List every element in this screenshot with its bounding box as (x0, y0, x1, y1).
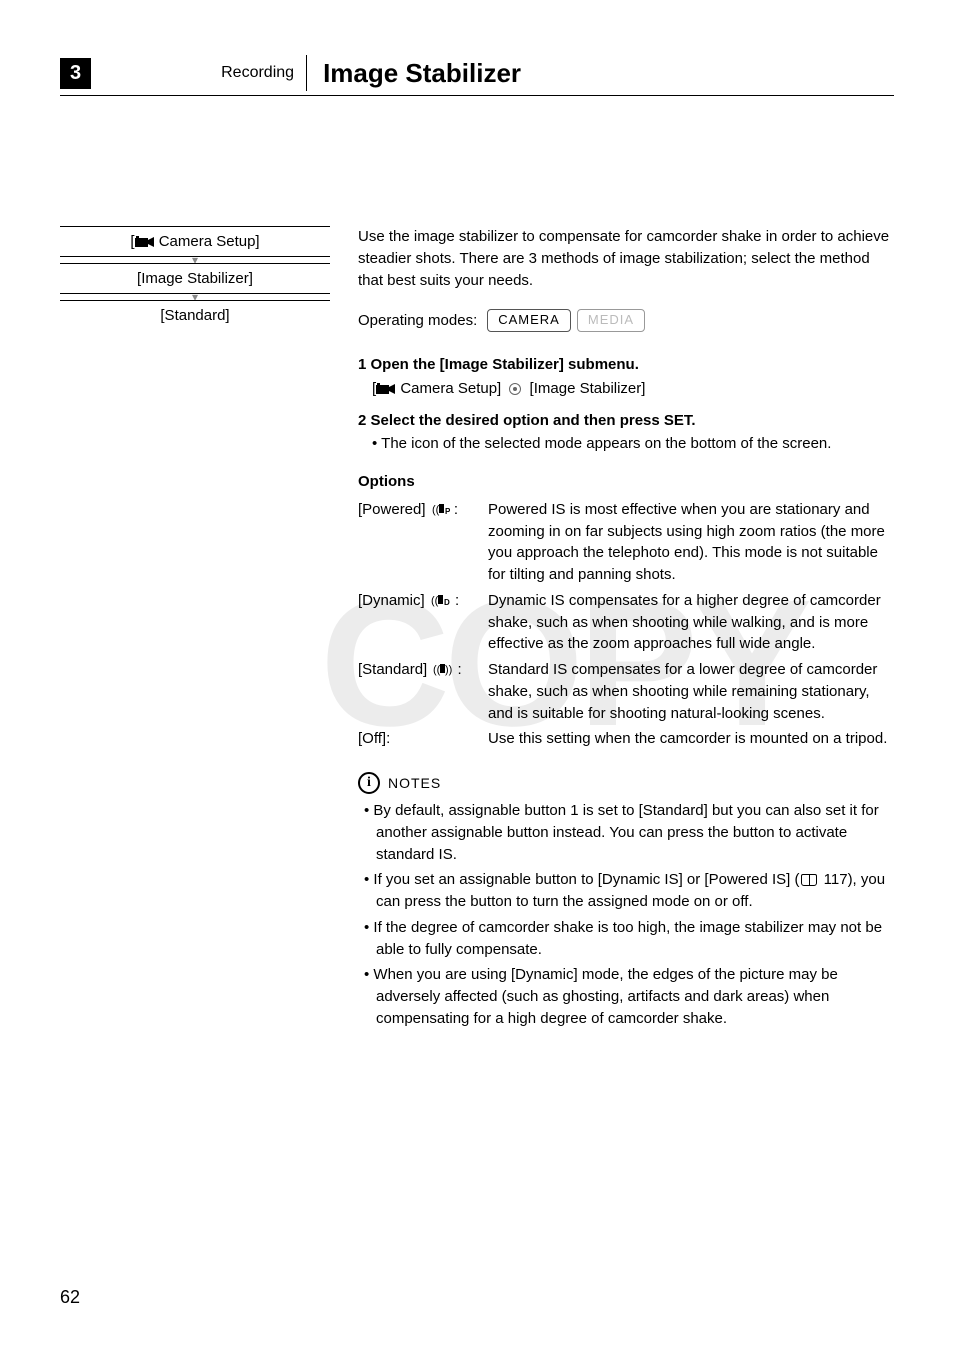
option-label-off: [Off]: (358, 728, 488, 750)
option-label-powered: [Powered] ((P : (358, 499, 488, 521)
option-desc: Powered IS is most effective when you ar… (488, 499, 894, 586)
page: 3 Recording Image Stabilizer [ Camera Se… (0, 0, 954, 1348)
page-number: 62 (60, 1287, 80, 1308)
notes-label: NOTES (388, 773, 441, 793)
step-1-sub: [ Camera Setup] [Image Stabilizer] (358, 378, 894, 400)
breadcrumb-item: [Image Stabilizer] (60, 263, 330, 294)
option-desc: Use this setting when the camcorder is m… (488, 728, 894, 750)
note-item: If the degree of camcorder shake is too … (358, 917, 894, 961)
option-label-text: [Powered] (358, 501, 426, 518)
option-label-text: [Standard] (358, 661, 427, 678)
option-desc: Dynamic IS compensates for a higher degr… (488, 590, 894, 655)
substep-suffix: [Image Stabilizer] (525, 380, 645, 397)
book-icon (801, 874, 817, 886)
breadcrumb-label: [Image Stabilizer] (137, 270, 253, 287)
option-row: [Standard] (()) : Standard IS compensate… (358, 659, 894, 724)
note-item: When you are using [Dynamic] mode, the e… (358, 964, 894, 1029)
breadcrumb-item: [ Camera Setup] (60, 226, 330, 257)
option-desc: Standard IS compensates for a lower degr… (488, 659, 894, 724)
svg-text:)): )) (445, 664, 452, 676)
step-1: 1 Open the [Image Stabilizer] submenu. (358, 354, 894, 376)
page-header: 3 Recording Image Stabilizer (60, 55, 894, 96)
breadcrumb-label: Camera Setup] (159, 233, 260, 250)
page-title: Image Stabilizer (323, 58, 521, 89)
note-item: If you set an assignable button to [Dyna… (358, 869, 894, 913)
svg-text:P: P (445, 507, 450, 516)
substep-mid: Camera Setup] (396, 380, 505, 397)
mode-badge-camera: CAMERA (487, 309, 571, 332)
step-2-sub: The icon of the selected mode appears on… (358, 433, 894, 455)
option-row: [Dynamic] ((D : Dynamic IS compensates f… (358, 590, 894, 655)
operating-modes-label: Operating modes: (358, 310, 477, 332)
breadcrumb: [ Camera Setup] ▾ [Image Stabilizer] ▾ [… (60, 226, 330, 330)
breadcrumb-label: [Standard] (160, 307, 229, 324)
camera-icon (135, 236, 155, 248)
camera-icon (376, 383, 396, 395)
notes-list: By default, assignable button 1 is set t… (358, 800, 894, 1030)
options-heading: Options (358, 471, 894, 493)
option-label-standard: [Standard] (()) : (358, 659, 488, 681)
mode-badge-media: MEDIA (577, 309, 645, 332)
main-content: Use the image stabilizer to compensate f… (330, 226, 894, 1034)
svg-text:((: (( (431, 595, 439, 607)
breadcrumb-item: [Standard] (60, 300, 330, 330)
option-row: [Off]: Use this setting when the camcord… (358, 728, 894, 750)
steps: 1 Open the [Image Stabilizer] submenu. [… (358, 354, 894, 455)
option-label-text: [Dynamic] (358, 592, 425, 609)
info-icon: i (358, 772, 380, 794)
powered-is-icon: (( P (432, 502, 450, 516)
svg-text:((: (( (432, 504, 440, 516)
section-label: Recording (221, 64, 294, 82)
operating-modes-row: Operating modes: CAMERA MEDIA (358, 309, 894, 332)
intro-text: Use the image stabilizer to compensate f… (358, 226, 894, 291)
note-ref-pre: If you set an assignable button to [Dyna… (373, 871, 799, 888)
svg-text:((: (( (433, 664, 441, 676)
svg-text:D: D (444, 598, 450, 607)
step-2: 2 Select the desired option and then pre… (358, 410, 894, 432)
dynamic-is-icon: (( D (431, 593, 451, 607)
option-label-dynamic: [Dynamic] ((D : (358, 590, 488, 612)
note-item: By default, assignable button 1 is set t… (358, 800, 894, 865)
header-divider (306, 55, 307, 91)
chapter-number-badge: 3 (60, 58, 91, 89)
option-row: [Powered] ((P : Powered IS is most effec… (358, 499, 894, 586)
menu-dot-icon (509, 383, 521, 395)
notes-heading: i NOTES (358, 772, 894, 794)
standard-is-icon: (()) (433, 662, 453, 676)
